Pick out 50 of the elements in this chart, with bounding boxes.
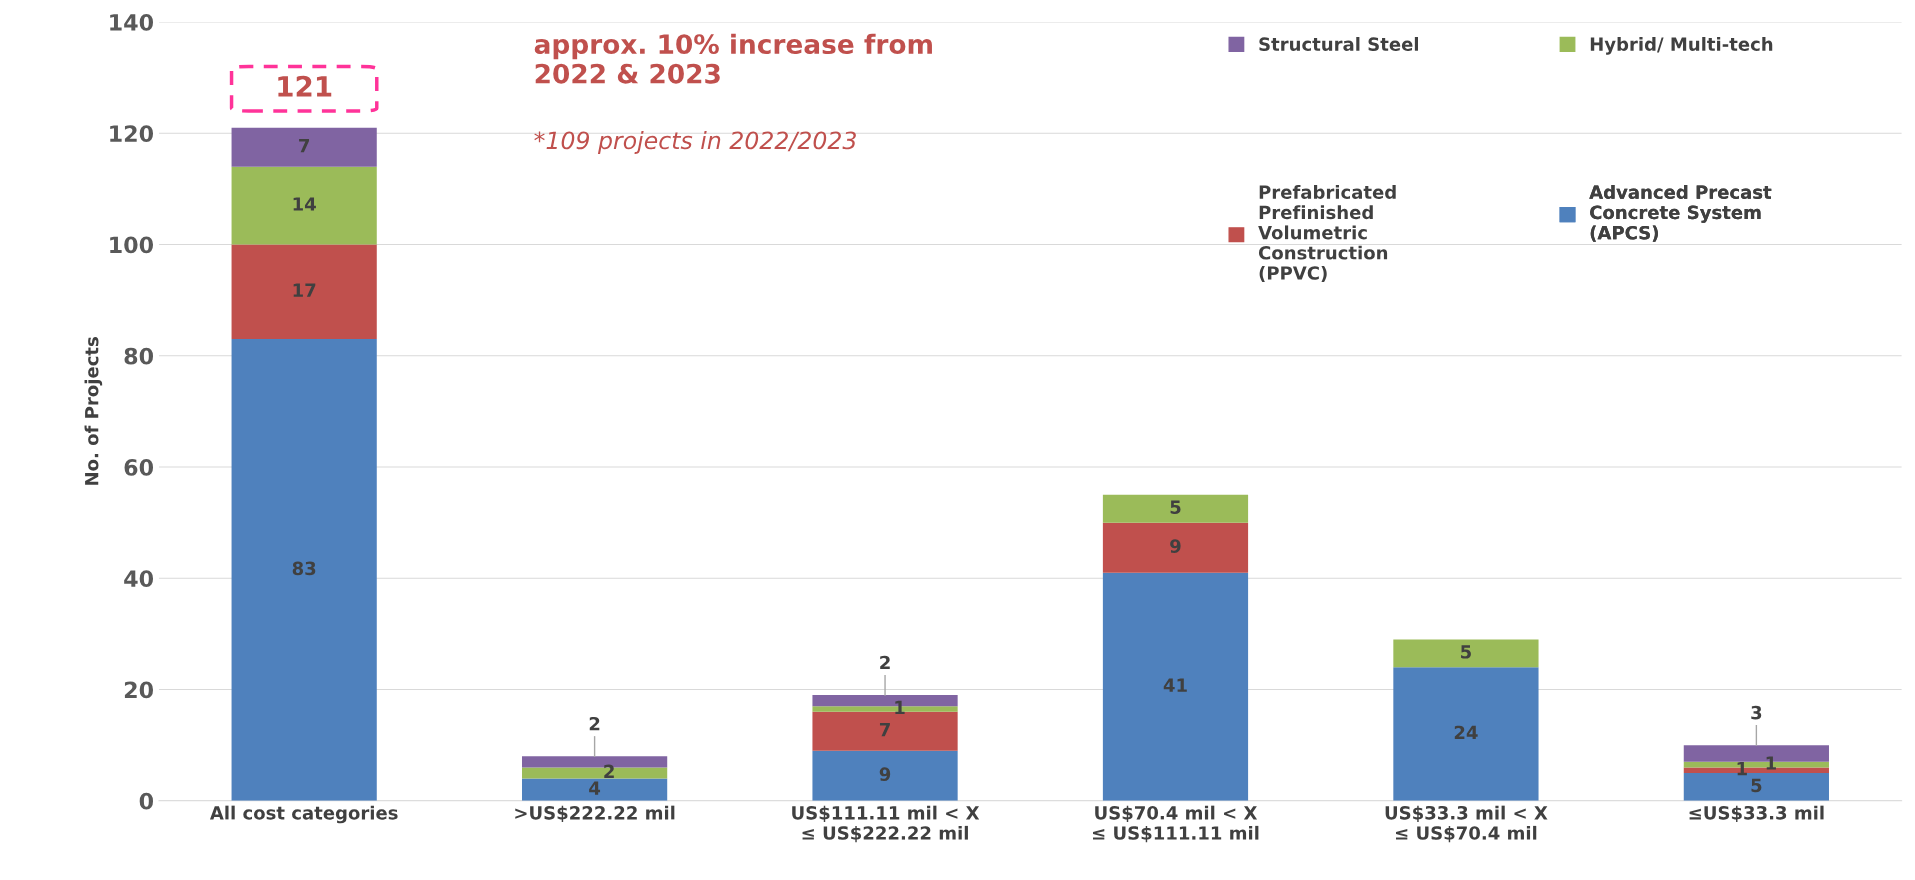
- data-label: 5: [1751, 778, 1762, 793]
- data-label: 17: [293, 283, 316, 297]
- x-tick-label: US$70.4 mil < X ≤ US$111.11 mil: [1093, 805, 1259, 843]
- bar: [1393, 667, 1539, 801]
- data-label: 5: [1461, 645, 1471, 659]
- y-tick-label: 80: [124, 347, 154, 365]
- data-label: 7: [299, 138, 310, 153]
- data-label: 5: [1170, 500, 1181, 514]
- bar: [1102, 572, 1249, 801]
- y-tick-label: 120: [110, 125, 154, 143]
- bar: [1393, 639, 1539, 668]
- bar: [1102, 494, 1249, 523]
- legend-label: Advanced Precast Concrete System (APCS): [1589, 184, 1772, 242]
- x-tick-label: >US$222.22 mil: [515, 805, 675, 823]
- data-label: 9: [879, 767, 891, 782]
- data-label: 14: [293, 197, 316, 211]
- data-label: 2: [880, 655, 890, 670]
- y-tick-label: 0: [139, 792, 154, 810]
- data-label: 24: [1454, 725, 1478, 740]
- bar: [812, 750, 958, 801]
- data-label: 4: [589, 781, 601, 795]
- x-tick-label: US$33.3 mil < X ≤ US$70.4 mil: [1385, 805, 1548, 843]
- y-tick-label: 100: [110, 236, 154, 254]
- x-tick-label: US$111.11 mil < X ≤ US$222.22 mil: [792, 805, 980, 843]
- data-label: 7: [879, 723, 890, 737]
- data-label: 3: [1751, 705, 1762, 720]
- legend-label: Prefabricated Prefinished Volumetric Construction (PPVC): [1258, 184, 1396, 282]
- annotation: approx. 10% increase from 2022 & 2023: [534, 33, 932, 84]
- bar: [1102, 522, 1249, 573]
- x-tick-label: ≤US$33.3 mil: [1689, 805, 1824, 823]
- y-axis-title: No. of Projects: [84, 337, 103, 485]
- y-tick-label: 20: [124, 681, 154, 699]
- data-label: 2: [604, 764, 614, 778]
- bar: [231, 244, 377, 340]
- bar: [231, 166, 377, 245]
- annotation: *109 projects in 2022/2023: [534, 131, 856, 154]
- legend-label: Structural Steel: [1259, 37, 1419, 51]
- data-label: 83: [292, 561, 316, 576]
- data-label: 41: [1163, 678, 1187, 692]
- legend-label: Hybrid/ Multi-tech: [1590, 37, 1773, 55]
- y-tick-label: 40: [124, 570, 154, 588]
- bar: [522, 778, 668, 801]
- total-label: 121: [278, 75, 332, 97]
- bar: [231, 339, 377, 801]
- bar: [231, 127, 377, 167]
- data-label: 9: [1170, 539, 1181, 553]
- y-tick-label: 140: [110, 13, 154, 31]
- y-tick-label: 60: [124, 458, 154, 476]
- x-tick-label: All cost categories: [209, 805, 398, 824]
- data-label: 2: [589, 716, 600, 731]
